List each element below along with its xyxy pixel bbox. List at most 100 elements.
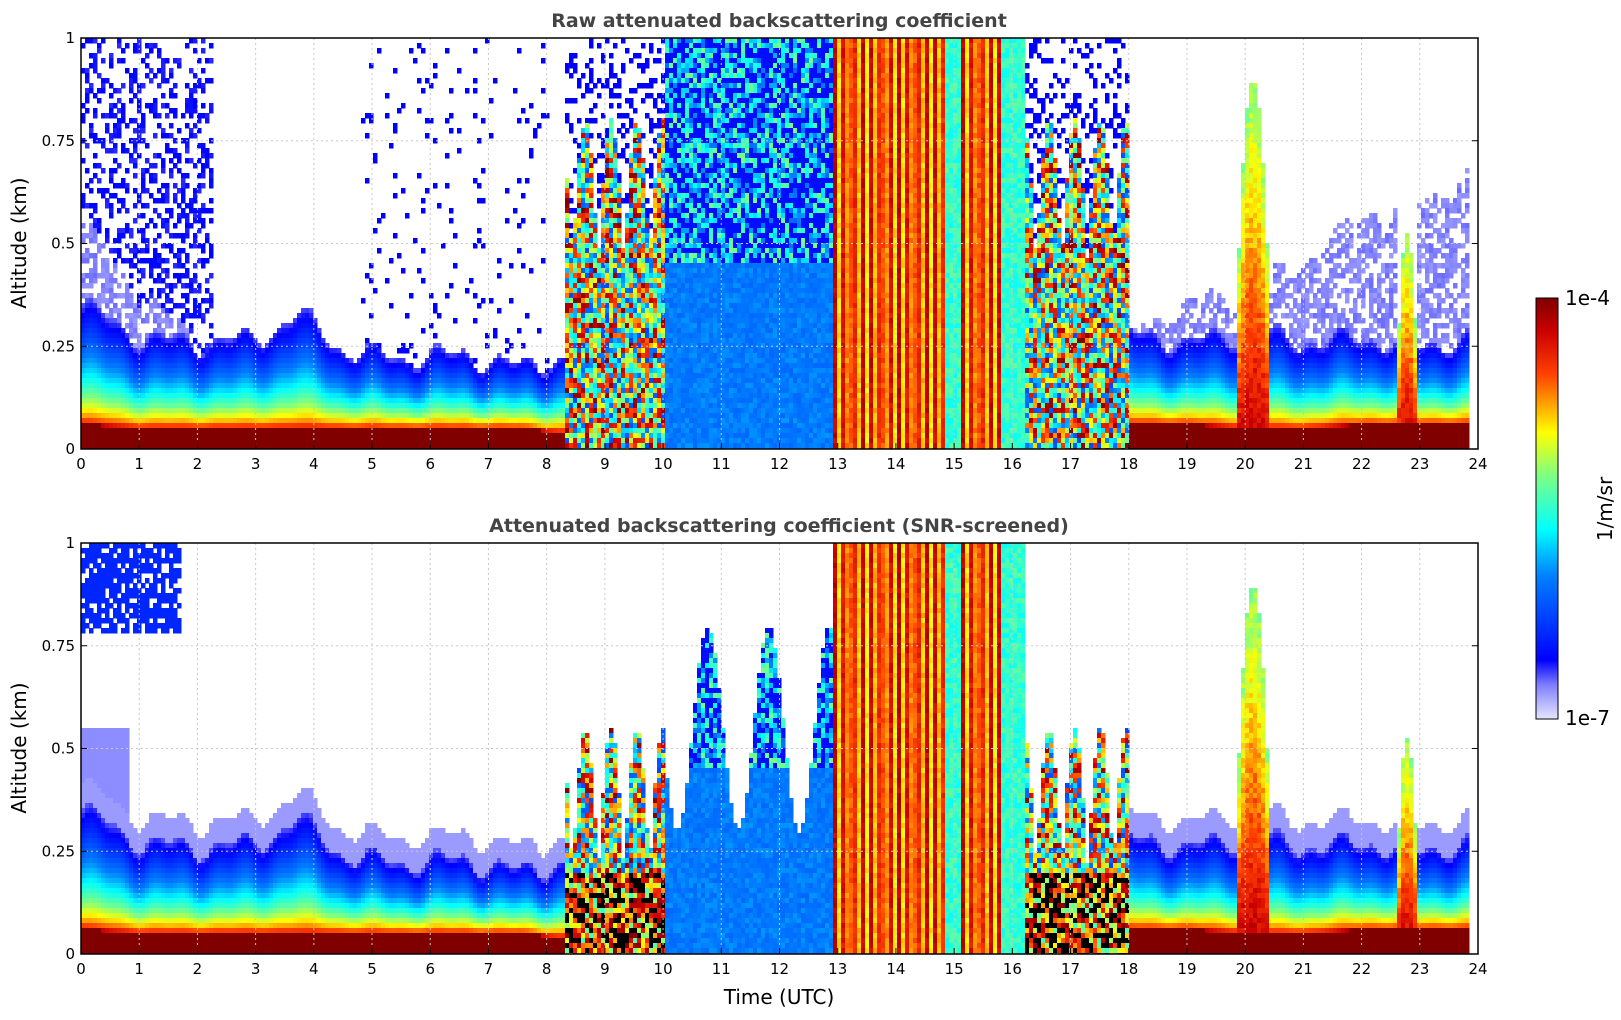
heatmap-cell xyxy=(113,358,118,364)
heatmap-cell xyxy=(201,433,206,439)
heatmap-cell xyxy=(293,398,298,404)
heatmap-cell xyxy=(401,383,406,389)
heatmap-cell xyxy=(641,208,646,214)
heatmap-cell xyxy=(301,398,306,404)
heatmap-cell xyxy=(601,283,606,289)
heatmap-cell xyxy=(205,78,210,84)
heatmap-cell xyxy=(133,428,138,434)
heatmap-cell xyxy=(473,373,478,379)
heatmap-cell xyxy=(409,363,414,369)
heatmap-cell xyxy=(85,93,90,99)
heatmap-cell xyxy=(621,393,626,399)
heatmap-cell xyxy=(641,263,646,269)
heatmap-cell xyxy=(473,113,478,119)
heatmap-cell xyxy=(549,373,554,379)
heatmap-cell xyxy=(165,433,170,439)
heatmap-cell xyxy=(129,408,134,414)
heatmap-cell xyxy=(569,123,574,129)
heatmap-cell xyxy=(529,398,534,404)
heatmap-cell xyxy=(417,403,422,409)
heatmap-cell xyxy=(621,353,626,359)
heatmap-cell xyxy=(217,378,222,384)
heatmap-cell xyxy=(161,223,166,229)
heatmap-cell xyxy=(157,313,162,319)
heatmap-cell xyxy=(249,428,254,434)
heatmap-cell xyxy=(109,388,114,394)
heatmap-cell xyxy=(633,223,638,229)
heatmap-cell xyxy=(169,283,174,289)
heatmap-cell xyxy=(453,423,458,429)
heatmap-cell xyxy=(173,413,178,419)
heatmap-cell xyxy=(529,383,534,389)
heatmap-cell xyxy=(625,318,630,324)
heatmap-cell xyxy=(185,363,190,369)
heatmap-cell xyxy=(557,393,562,399)
heatmap-cell xyxy=(421,208,426,214)
heatmap-cell xyxy=(121,333,126,339)
heatmap-cell xyxy=(289,413,294,419)
heatmap-cell xyxy=(429,353,434,359)
heatmap-cell xyxy=(593,218,598,224)
heatmap-cell xyxy=(569,368,574,374)
heatmap-cell xyxy=(333,433,338,439)
heatmap-cell xyxy=(177,428,182,434)
heatmap-cell xyxy=(165,258,170,264)
heatmap-cell xyxy=(237,388,242,394)
heatmap-cell xyxy=(93,313,98,319)
heatmap-cell xyxy=(425,403,430,409)
heatmap-cell xyxy=(129,283,134,289)
heatmap-cell xyxy=(129,373,134,379)
heatmap-cell xyxy=(485,423,490,429)
heatmap-cell xyxy=(493,78,498,84)
heatmap-cell xyxy=(221,428,226,434)
heatmap-cell xyxy=(129,413,134,419)
heatmap-cell xyxy=(269,438,274,444)
heatmap-cell xyxy=(85,308,90,314)
heatmap-cell xyxy=(81,368,86,374)
heatmap-cell xyxy=(109,443,114,449)
heatmap-cell xyxy=(249,388,254,394)
heatmap-cell xyxy=(621,313,626,319)
heatmap-cell xyxy=(173,108,178,114)
heatmap-cell xyxy=(605,318,610,324)
heatmap-cell xyxy=(169,233,174,239)
heatmap-cell xyxy=(241,403,246,409)
heatmap-cell xyxy=(609,218,614,224)
heatmap-cell xyxy=(541,433,546,439)
heatmap-cell xyxy=(225,433,230,439)
heatmap-cell xyxy=(165,423,170,429)
heatmap-cell xyxy=(125,353,130,359)
heatmap-cell xyxy=(113,128,118,134)
heatmap-cell xyxy=(429,378,434,384)
heatmap-cell xyxy=(281,408,286,414)
heatmap-cell xyxy=(529,368,534,374)
heatmap-cell xyxy=(609,53,614,59)
heatmap-cell xyxy=(513,378,518,384)
heatmap-cell xyxy=(493,378,498,384)
heatmap-cell xyxy=(217,353,222,359)
heatmap-cell xyxy=(121,143,126,149)
heatmap-cell xyxy=(181,418,186,424)
heatmap-cell xyxy=(333,373,338,379)
heatmap-cell xyxy=(441,368,446,374)
heatmap-cell xyxy=(589,363,594,369)
heatmap-cell xyxy=(373,398,378,404)
heatmap-cell xyxy=(233,423,238,429)
heatmap-cell xyxy=(97,273,102,279)
heatmap-cell xyxy=(309,443,314,449)
heatmap-cell xyxy=(645,278,650,284)
heatmap-cell xyxy=(125,393,130,399)
heatmap-cell xyxy=(621,348,626,354)
heatmap-cell xyxy=(585,153,590,159)
heatmap-cell xyxy=(641,183,646,189)
heatmap-cell xyxy=(281,393,286,399)
heatmap-cell xyxy=(493,383,498,389)
heatmap-cell xyxy=(621,328,626,334)
heatmap-cell xyxy=(585,268,590,274)
heatmap-cell xyxy=(101,78,106,84)
heatmap-cell xyxy=(157,323,162,329)
heatmap-cell xyxy=(233,428,238,434)
heatmap-cell xyxy=(629,278,634,284)
heatmap-cell xyxy=(261,428,266,434)
heatmap-cell xyxy=(117,403,122,409)
